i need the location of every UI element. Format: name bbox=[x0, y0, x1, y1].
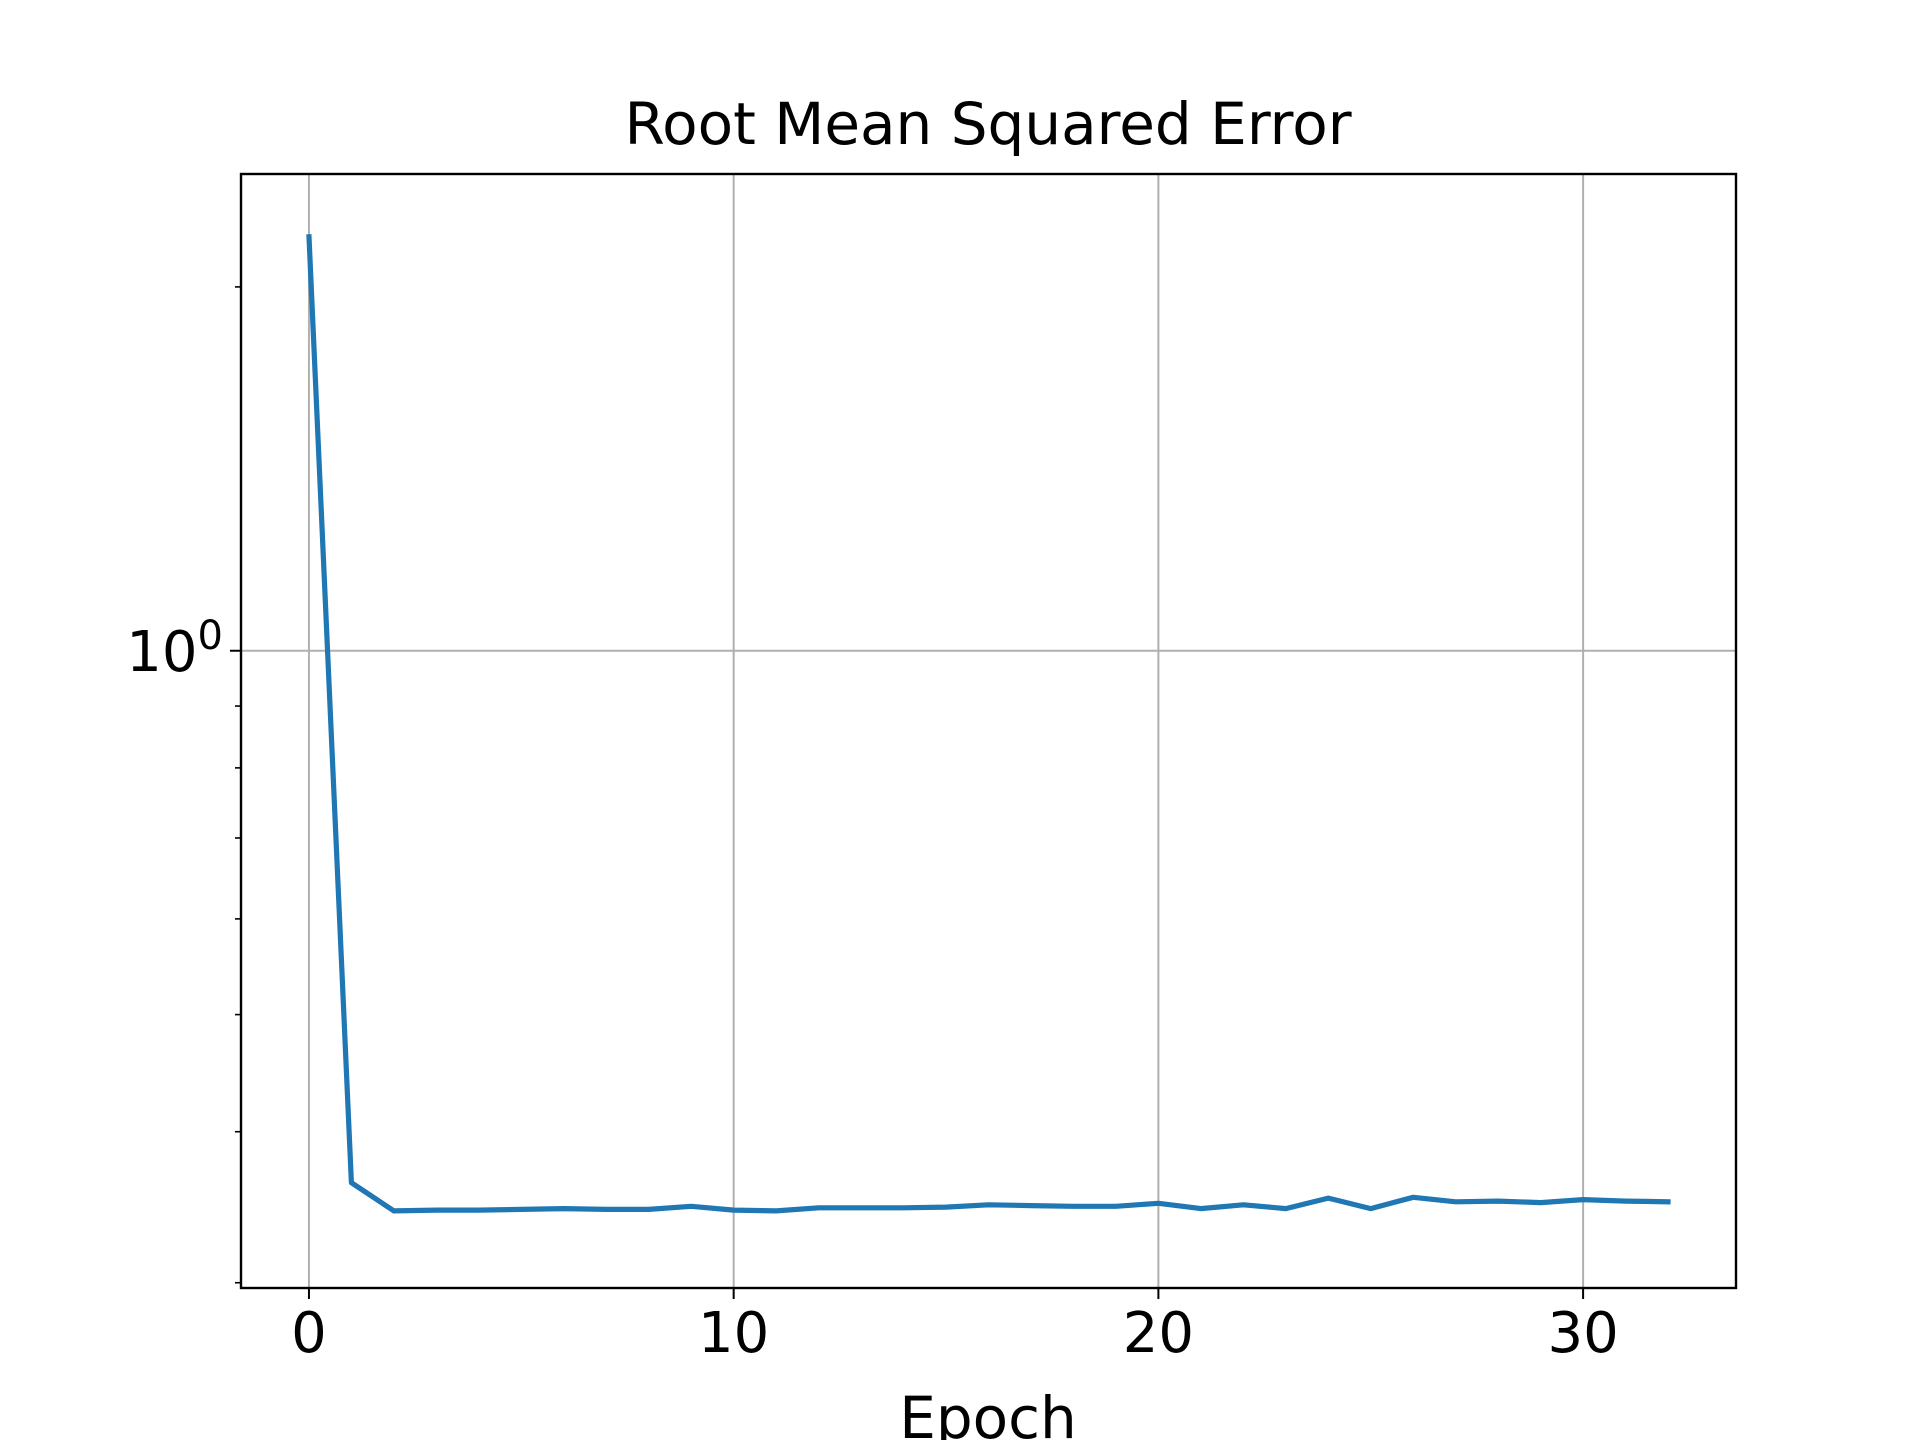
series-line bbox=[306, 234, 1671, 1214]
x-tick-label: 10 bbox=[698, 1301, 769, 1366]
tick-layer: 0 10 20 30 100 bbox=[126, 286, 1619, 1366]
series-layer bbox=[306, 234, 1671, 1214]
y-tick-label: 100 bbox=[126, 613, 223, 685]
grid-layer bbox=[241, 174, 1736, 1288]
x-tick-label: 20 bbox=[1123, 1301, 1194, 1366]
x-tick-label: 30 bbox=[1547, 1301, 1618, 1366]
axes-frame bbox=[239, 172, 1738, 1290]
chart-title: Root Mean Squared Error bbox=[624, 90, 1351, 158]
x-tick-label: 0 bbox=[291, 1301, 327, 1366]
x-axis-label: Epoch bbox=[899, 1384, 1077, 1440]
